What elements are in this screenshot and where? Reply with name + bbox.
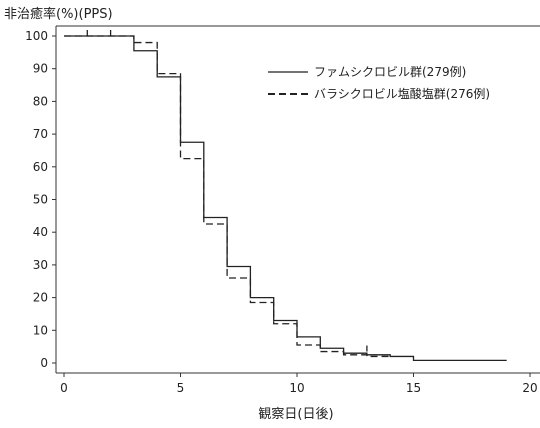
x-tick-label: 10	[289, 381, 304, 395]
y-tick-label: 20	[33, 291, 48, 305]
y-tick-label: 50	[33, 193, 48, 207]
legend-label-2: バラシクロビル塩酸塩群(276例)	[314, 86, 490, 101]
y-tick-label: 0	[40, 356, 48, 370]
y-tick-label: 100	[25, 29, 48, 43]
x-tick-label: 0	[60, 381, 68, 395]
series-layer	[64, 30, 507, 362]
x-ticks: 0 5 10 15 20	[60, 373, 538, 395]
y-tick-label: 60	[33, 160, 48, 174]
y-tick-label: 90	[33, 62, 48, 76]
legend-label-1: ファムシクロビル群(279例)	[314, 65, 466, 79]
x-axis-title: 観察日(日後)	[258, 407, 333, 422]
series-line-2	[64, 35, 391, 358]
x-tick-label: 5	[177, 381, 185, 395]
legend: ファムシクロビル群(279例) バラシクロビル塩酸塩群(276例)	[268, 65, 490, 101]
y-tick-label: 40	[33, 225, 48, 239]
y-tick-label: 80	[33, 94, 48, 108]
y-ticks: 0 10 20 30 40 50 60 70 80 90 100	[25, 29, 56, 370]
y-tick-label: 10	[33, 323, 48, 337]
y-tick-label: 70	[33, 127, 48, 141]
series-line-1	[64, 35, 507, 362]
x-tick-label: 15	[406, 381, 421, 395]
y-tick-label: 30	[33, 258, 48, 272]
x-tick-label: 20	[522, 381, 537, 395]
y-axis-title: 非治癒率(%)(PPS)	[4, 6, 113, 22]
